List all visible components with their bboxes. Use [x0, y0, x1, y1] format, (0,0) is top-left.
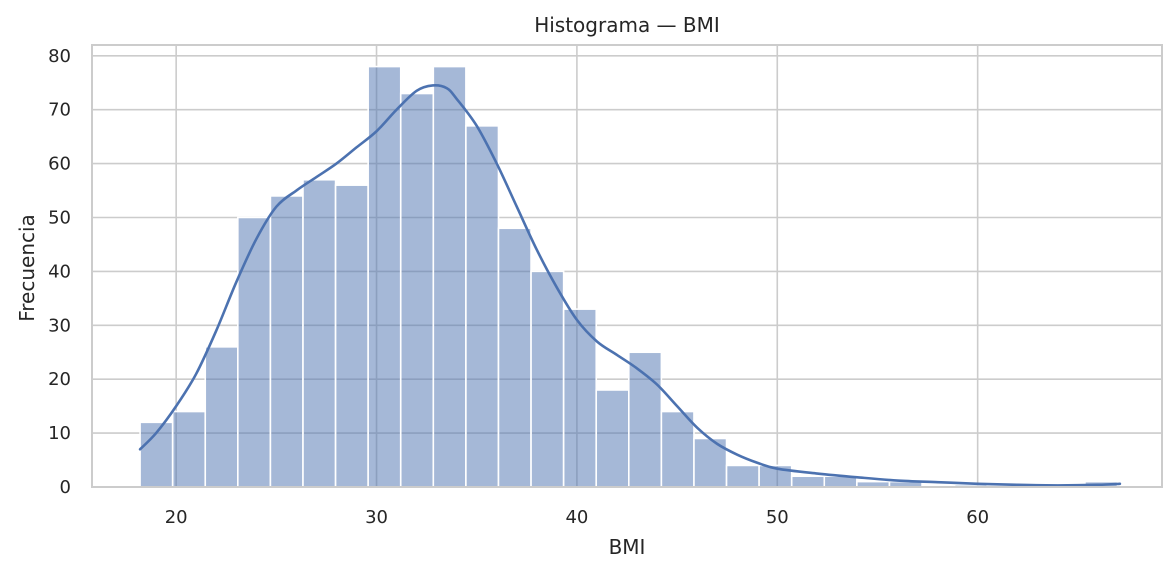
histogram-bar [204, 346, 239, 488]
y-axis-label: Frecuencia [15, 214, 39, 322]
x-tick-label: 40 [565, 507, 588, 528]
y-tick-label: 50 [48, 207, 71, 228]
y-tick-label: 10 [48, 423, 71, 444]
x-tick-label: 60 [966, 507, 989, 528]
histogram-bar [660, 410, 695, 488]
histogram-bar [269, 195, 304, 488]
x-tick-labels: 20 30 40 50 60 [165, 507, 989, 528]
histogram-bar [171, 410, 207, 488]
y-tick-label: 60 [48, 154, 71, 175]
histogram-bar [530, 270, 565, 488]
histogram-bar [334, 184, 369, 488]
histogram-bar [628, 351, 663, 488]
x-axis-label: BMI [609, 535, 646, 559]
y-tick-labels: 0 10 20 30 40 50 60 70 80 [48, 46, 71, 498]
histogram-bar [465, 125, 500, 488]
y-tick-label: 80 [48, 46, 71, 67]
histogram-bar [399, 92, 435, 488]
histogram-bars [139, 65, 1119, 488]
histogram-bar [367, 65, 402, 488]
y-tick-label: 0 [60, 477, 71, 498]
histogram-bar [497, 227, 532, 488]
x-tick-label: 20 [165, 507, 188, 528]
histogram-bar [725, 464, 760, 488]
histogram-bar [595, 389, 630, 488]
histogram-bar [302, 178, 337, 488]
chart-title: Histograma — BMI [534, 13, 720, 37]
plot-frame [91, 44, 1163, 488]
y-tick-label: 20 [48, 369, 71, 390]
x-tick-label: 30 [365, 507, 388, 528]
y-tick-label: 30 [48, 315, 71, 336]
x-tick-label: 50 [766, 507, 789, 528]
y-tick-label: 70 [48, 100, 71, 121]
histogram-bar [432, 65, 467, 488]
y-tick-label: 40 [48, 261, 71, 282]
kde-curve [138, 84, 1122, 487]
histogram-bar [237, 216, 272, 488]
histogram-bar [790, 475, 826, 488]
